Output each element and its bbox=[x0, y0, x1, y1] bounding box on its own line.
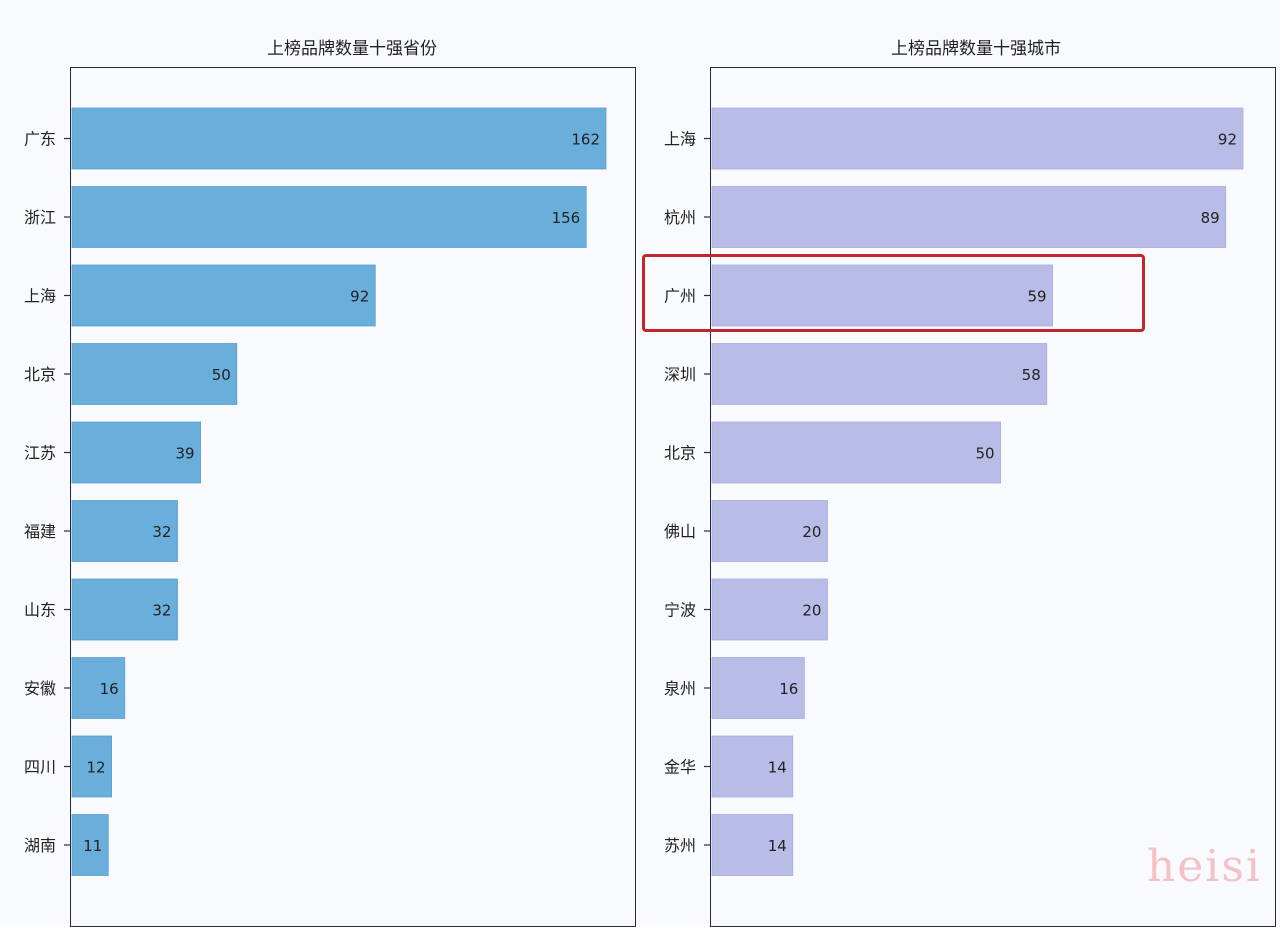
bar-charts: 广东 162 浙江 156 上海 92 北京 50 江苏 39 福建 32 山东 32 安徽 16 四川 12 湖南… bbox=[24, 107, 1244, 876]
tick-label-provinces-9: 湖南 bbox=[24, 836, 56, 855]
value-label-cities-4: 50 bbox=[975, 445, 994, 463]
tick-label-cities-8: 金华 bbox=[664, 758, 696, 777]
tick-label-cities-7: 泉州 bbox=[664, 679, 696, 698]
bar-cities-2 bbox=[711, 264, 1053, 327]
value-label-cities-0: 92 bbox=[1218, 131, 1237, 149]
value-label-cities-5: 20 bbox=[802, 523, 821, 541]
tick-label-cities-2: 广州 bbox=[664, 287, 696, 306]
value-label-cities-7: 16 bbox=[779, 680, 798, 698]
bar-cities-8 bbox=[711, 735, 794, 798]
value-label-provinces-6: 32 bbox=[152, 602, 171, 620]
value-label-cities-9: 14 bbox=[768, 837, 787, 855]
value-label-provinces-8: 12 bbox=[86, 759, 105, 777]
bar-provinces-2 bbox=[71, 264, 376, 327]
tick-label-cities-0: 上海 bbox=[664, 130, 696, 149]
bar-provinces-6 bbox=[71, 578, 178, 641]
bar-provinces-9 bbox=[71, 814, 109, 876]
value-label-cities-1: 89 bbox=[1201, 209, 1220, 227]
tick-label-provinces-7: 安徽 bbox=[24, 679, 56, 698]
bar-provinces-7 bbox=[71, 657, 126, 719]
bar-cities-5 bbox=[711, 500, 828, 562]
tick-label-provinces-2: 上海 bbox=[24, 287, 56, 306]
bar-cities-9 bbox=[711, 814, 794, 876]
value-label-cities-8: 14 bbox=[768, 759, 787, 777]
value-label-provinces-0: 162 bbox=[571, 131, 600, 149]
bar-cities-4 bbox=[711, 421, 1001, 484]
value-label-provinces-5: 32 bbox=[152, 523, 171, 541]
tick-label-provinces-5: 福建 bbox=[24, 522, 56, 541]
bar-cities-6 bbox=[711, 578, 828, 641]
tick-label-cities-3: 深圳 bbox=[664, 365, 696, 384]
tick-label-cities-4: 北京 bbox=[664, 444, 696, 463]
value-label-provinces-3: 50 bbox=[212, 366, 231, 384]
bar-cities-7 bbox=[711, 657, 805, 719]
chart-title-provinces: 上榜品牌数量十强省份 bbox=[267, 39, 437, 59]
tick-label-provinces-0: 广东 bbox=[24, 130, 56, 149]
bar-provinces-0 bbox=[71, 107, 607, 170]
tick-label-provinces-1: 浙江 bbox=[24, 208, 56, 227]
chart-title-cities: 上榜品牌数量十强城市 bbox=[891, 39, 1061, 59]
value-label-provinces-1: 156 bbox=[552, 209, 581, 227]
bar-cities-3 bbox=[711, 343, 1048, 405]
tick-label-provinces-3: 北京 bbox=[24, 365, 56, 384]
value-label-cities-2: 59 bbox=[1027, 288, 1046, 306]
watermark-text: heisi bbox=[1146, 841, 1262, 892]
tick-label-cities-1: 杭州 bbox=[664, 208, 696, 227]
value-label-provinces-2: 92 bbox=[350, 288, 369, 306]
bar-provinces-4 bbox=[71, 421, 201, 484]
tick-label-provinces-8: 四川 bbox=[24, 758, 56, 777]
tick-label-cities-6: 宁波 bbox=[664, 601, 696, 620]
value-label-provinces-4: 39 bbox=[175, 445, 194, 463]
highlight-box-guangzhou bbox=[642, 254, 1145, 332]
bar-cities-1 bbox=[711, 186, 1227, 248]
tick-label-cities-5: 佛山 bbox=[664, 522, 696, 541]
bar-cities-0 bbox=[711, 107, 1244, 170]
bar-provinces-8 bbox=[71, 735, 112, 798]
bar-provinces-3 bbox=[71, 343, 238, 405]
tick-label-provinces-4: 江苏 bbox=[24, 444, 56, 463]
bar-provinces-1 bbox=[71, 186, 587, 248]
bar-provinces-5 bbox=[71, 500, 178, 562]
value-label-provinces-9: 11 bbox=[83, 837, 102, 855]
tick-label-cities-9: 苏州 bbox=[664, 836, 696, 855]
value-label-cities-3: 58 bbox=[1022, 366, 1041, 384]
tick-label-provinces-6: 山东 bbox=[24, 601, 56, 620]
value-label-provinces-7: 16 bbox=[100, 680, 119, 698]
value-label-cities-6: 20 bbox=[802, 602, 821, 620]
